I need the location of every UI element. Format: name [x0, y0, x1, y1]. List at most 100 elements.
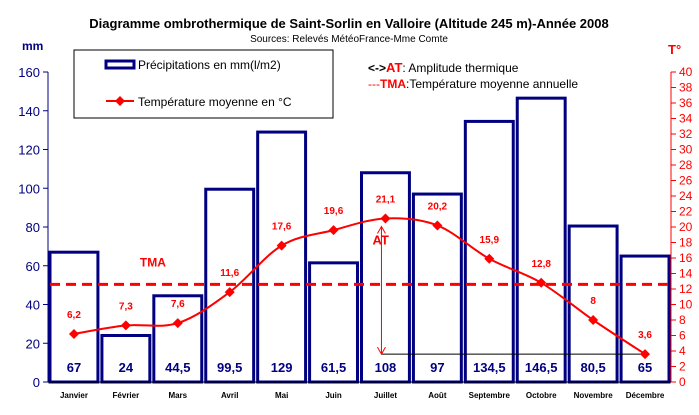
- legend-tma-text: :Température moyenne annuelle: [406, 77, 578, 91]
- right-tick-label: 22: [679, 205, 693, 219]
- precipitation-value-label: 146,5: [525, 360, 558, 375]
- left-tick-label: 60: [26, 259, 40, 274]
- precipitation-value-label: 80,5: [580, 360, 605, 375]
- temperature-point: [588, 315, 599, 325]
- temperature-value-label: 7,3: [119, 301, 133, 312]
- legend-temp-label: Température moyenne en °C: [138, 95, 292, 109]
- precipitation-bar: [100, 334, 152, 384]
- right-tick-label: 6: [679, 329, 686, 343]
- temperature-value-label: 19,6: [324, 206, 344, 217]
- precipitation-value-label: 61,5: [321, 360, 346, 375]
- month-label: Février: [113, 391, 140, 400]
- precipitation-bar: [48, 250, 100, 384]
- legend-precip-label: Précipitations en mm(l/m2): [138, 58, 281, 72]
- month-label: Juin: [325, 391, 342, 400]
- chart-title: Diagramme ombrothermique de Saint-Sorlin…: [89, 16, 608, 31]
- right-tick-label: 0: [679, 375, 686, 389]
- left-tick-label: 80: [26, 220, 40, 235]
- month-label: Décembre: [626, 391, 665, 400]
- month-label: Avril: [221, 391, 239, 400]
- precipitation-value-label: 97: [430, 360, 444, 375]
- precipitation-bar: [308, 261, 360, 384]
- right-tick-label: 30: [679, 143, 693, 157]
- month-label: Novembre: [574, 391, 614, 400]
- precipitation-value-label: 44,5: [165, 360, 190, 375]
- precipitation-bar: [619, 254, 671, 384]
- precipitation-labels: 67 24 44,5 99,5 129 61,5 108 97 134,5 146,5 80,5 65: [67, 360, 653, 375]
- legend-at-entry: <->AT: Amplitude thermique: [368, 60, 519, 75]
- right-tick-label: 40: [679, 65, 693, 79]
- right-tick-label: 12: [679, 282, 693, 296]
- temperature-point: [380, 213, 391, 224]
- temperature-labels: 6,2 7,3 7,6 11,6 17,6 19,6 21,1 20,2 15,9 12,8 8 3,…: [67, 194, 652, 341]
- legend-precip-swatch: [104, 59, 136, 70]
- temperature-value-label: 6,2: [67, 310, 81, 321]
- y-axis-left-label: mm: [22, 39, 43, 53]
- temperature-value-label: 12,8: [531, 259, 551, 270]
- right-tick-label: 16: [679, 251, 693, 265]
- precipitation-value-label: 67: [67, 360, 81, 375]
- temperature-point: [328, 225, 339, 236]
- right-tick-label: 14: [679, 267, 693, 281]
- temperature-value-label: 15,9: [480, 235, 500, 246]
- precipitation-value-label: 24: [119, 360, 134, 375]
- temperature-points: [68, 213, 651, 360]
- legend-at-key: AT: [386, 60, 402, 75]
- precipitation-value-label: 65: [638, 360, 652, 375]
- right-tick-label: 28: [679, 158, 693, 172]
- left-tick-label: 160: [18, 65, 40, 80]
- right-tick-label: 10: [679, 298, 693, 312]
- temperature-point: [120, 320, 131, 331]
- precipitation-bar: [515, 96, 567, 384]
- temperature-value-label: 21,1: [376, 194, 396, 205]
- month-label: Octobre: [526, 391, 557, 400]
- month-label: Septembre: [469, 391, 511, 400]
- right-tick-label: 26: [679, 174, 693, 188]
- precipitation-bars: [48, 96, 671, 384]
- temperature-value-label: 11,6: [220, 268, 239, 279]
- left-tick-group: 0 20 40 60 80 100 120 140 160: [18, 65, 48, 390]
- precipitation-bar: [463, 119, 515, 384]
- tma-label: TMA: [140, 255, 166, 269]
- left-tick-label: 40: [26, 298, 40, 313]
- left-tick-label: 20: [26, 336, 40, 351]
- temperature-value-label: 20,2: [428, 201, 448, 212]
- temperature-point: [640, 349, 651, 360]
- temperature-point: [536, 277, 547, 288]
- month-label: Août: [428, 391, 447, 400]
- temperature-value-label: 17,6: [272, 222, 292, 233]
- month-labels: Janvier Février Mars Avril Mai Juin Juillet Aoû…: [60, 391, 665, 400]
- right-tick-label: 20: [679, 220, 693, 234]
- month-label: Mars: [168, 391, 187, 400]
- amplitude-arrowhead-bottom: [377, 346, 386, 356]
- left-tick-label: 140: [18, 104, 40, 119]
- right-tick-label: 8: [679, 313, 686, 327]
- precipitation-bar: [567, 224, 619, 384]
- precipitation-value-label: 108: [375, 360, 397, 375]
- amplitude-label: AT: [372, 232, 388, 247]
- temperature-value-label: 7,6: [171, 299, 185, 310]
- month-label: Janvier: [60, 391, 88, 400]
- temperature-point: [172, 318, 183, 329]
- legend-tma-key: TMA: [380, 77, 406, 91]
- legend-temp-marker: [115, 96, 125, 106]
- right-tick-label: 34: [679, 112, 693, 126]
- month-label: Juillet: [374, 391, 397, 400]
- precipitation-bar: [152, 294, 204, 384]
- legend-tma-prefix: ---: [368, 77, 380, 91]
- precipitation-value-label: 129: [271, 360, 293, 375]
- amplitude-arrowhead-top: [377, 225, 386, 234]
- precipitation-value-label: 134,5: [473, 360, 506, 375]
- y-axis-right-label: T°: [668, 42, 681, 57]
- right-tick-label: 36: [679, 96, 693, 110]
- right-tick-label: 38: [679, 81, 693, 95]
- precipitation-bar: [256, 130, 308, 384]
- legend-at-text: : Amplitude thermique: [402, 61, 518, 75]
- legend-at-prefix: <->: [368, 61, 386, 75]
- left-tick-label: 100: [18, 181, 40, 196]
- right-tick-label: 32: [679, 127, 693, 141]
- temperature-point: [484, 253, 495, 264]
- month-label: Mai: [275, 391, 288, 400]
- right-tick-label: 18: [679, 236, 693, 250]
